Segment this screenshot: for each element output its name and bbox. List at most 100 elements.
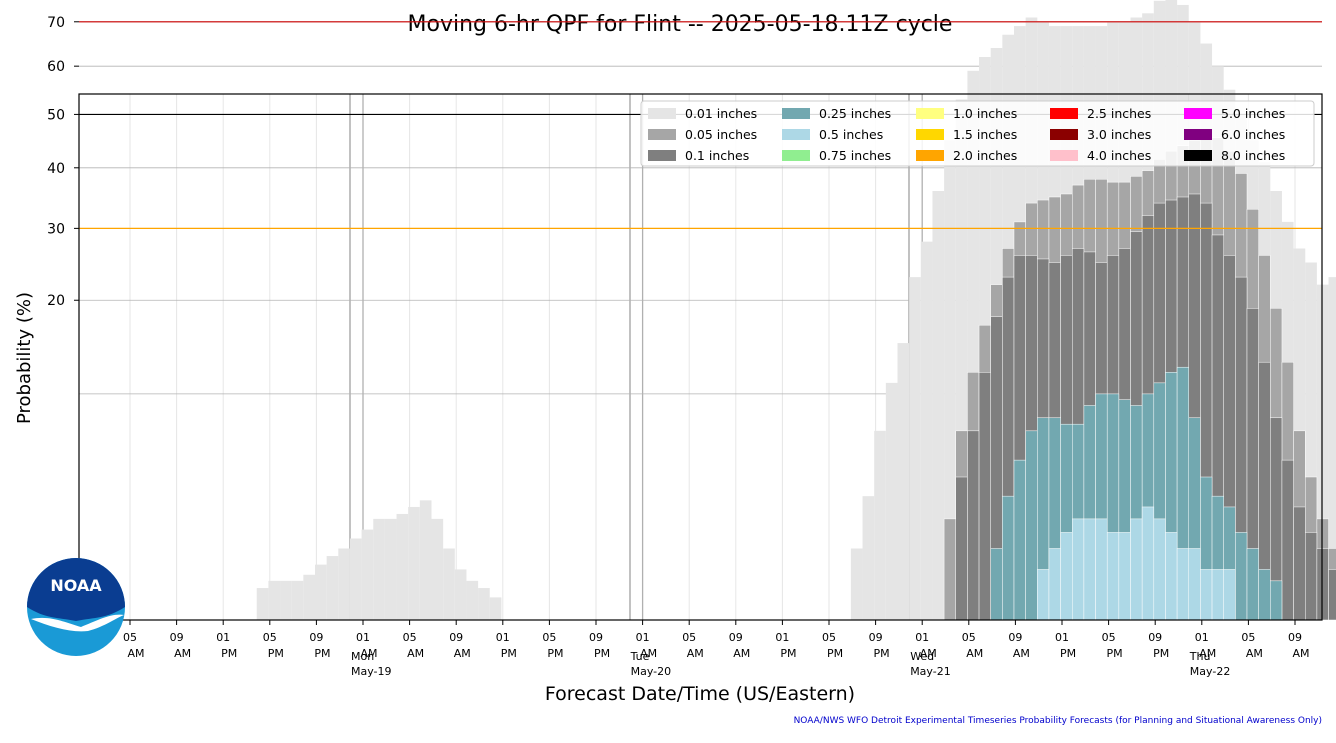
bar [280,580,292,620]
bar [1293,506,1306,621]
bar [1095,518,1108,621]
bar [885,382,898,620]
bar [1037,569,1050,621]
bar [291,580,304,620]
bar [1141,506,1155,621]
bar [990,548,1003,621]
legend-swatch [782,150,810,161]
bar [1165,532,1178,621]
legend-swatch [916,108,944,119]
bar [955,99,968,620]
bar [967,430,980,621]
bar [315,564,327,620]
legend-swatch [1050,150,1078,161]
legend-label: 0.1 inches [685,148,749,163]
x-tick-hour: 05 [1241,631,1255,644]
bar [1328,277,1336,620]
bar [1188,548,1201,621]
x-tick-ampm: PM [1153,647,1169,660]
bar [1083,518,1096,621]
x-tick-hour: 05 [123,631,137,644]
x-axis: 05AM09AM01PM05PM09PM01AMMonMay-1905AM09A… [123,620,1310,678]
y-tick-label: 40 [47,161,65,177]
bar [955,476,968,621]
bar [1328,569,1336,621]
x-tick-hour: 01 [216,631,230,644]
legend-swatch [1050,129,1078,140]
x-tick-ampm: AM [127,647,144,660]
x-tick-ampm: AM [966,647,983,660]
x-tick-hour: 09 [729,631,743,644]
bar [419,500,432,620]
bar [1305,262,1317,620]
x-tick-ampm: AM [360,647,377,660]
bar [978,372,991,621]
bar [454,569,467,620]
bar [1211,569,1224,621]
bar [1118,532,1131,621]
legend-swatch [648,108,676,119]
x-tick-hour: 05 [263,631,277,644]
x-tick-hour: 09 [1288,631,1302,644]
bar [850,548,863,620]
x-tick-ampm: PM [780,647,796,660]
x-tick-date: May-20 [631,665,672,678]
bar [361,529,374,620]
bar [396,513,409,620]
bar [1305,532,1318,621]
x-tick-date: May-19 [351,665,392,678]
legend-swatch [916,129,944,140]
bar [338,548,350,620]
x-tick-ampm: PM [1060,647,1076,660]
bar [1246,548,1259,621]
bar [1281,459,1294,621]
legend-label: 0.5 inches [819,127,883,142]
bar [1200,569,1213,621]
x-tick-hour: 09 [1148,631,1162,644]
bars-layer [256,0,1336,621]
bar [349,538,362,620]
x-tick-ampm: PM [594,647,610,660]
bar [1072,518,1085,621]
legend-swatch [1050,108,1078,119]
x-tick-day: Thu [1189,650,1211,663]
x-tick-ampm: AM [407,647,424,660]
bar [943,518,956,621]
bar [431,518,444,620]
y-tick-label: 60 [47,59,65,75]
x-tick-ampm: PM [547,647,563,660]
bar [897,343,910,620]
x-tick-hour: 01 [496,631,510,644]
x-tick-hour: 09 [449,631,463,644]
x-tick-ampm: AM [1013,647,1030,660]
x-tick-ampm: PM [874,647,890,660]
legend-label: 8.0 inches [1221,148,1285,163]
x-tick-ampm: PM [1107,647,1123,660]
legend-label: 6.0 inches [1221,127,1285,142]
bar [909,277,921,620]
x-tick-hour: 09 [869,631,883,644]
legend-swatch [1184,129,1212,140]
y-axis-label: Probability (%) [14,292,35,424]
y-tick-label: 20 [47,293,65,309]
x-tick-ampm: PM [268,647,284,660]
x-tick-day: Mon [351,650,374,663]
legend-label: 0.25 inches [819,106,891,121]
x-tick-day: Wed [910,650,934,663]
x-tick-hour: 05 [403,631,417,644]
x-tick-hour: 05 [682,631,696,644]
legend-label: 1.0 inches [953,106,1017,121]
x-tick-hour: 09 [1008,631,1022,644]
x-tick-ampm: PM [501,647,517,660]
bar [874,430,886,620]
x-tick-ampm: AM [454,647,471,660]
x-tick-hour: 09 [309,631,323,644]
chart-title: Moving 6-hr QPF for Flint -- 2025-05-18.… [407,12,953,37]
bar [443,548,455,620]
noaa-logo-text: NOAA [50,576,102,595]
series-0-5-inches [1037,506,1236,621]
bar [268,580,281,620]
legend-label: 2.0 inches [953,148,1017,163]
x-tick-ampm: PM [221,647,237,660]
y-tick-label: 70 [47,15,65,31]
